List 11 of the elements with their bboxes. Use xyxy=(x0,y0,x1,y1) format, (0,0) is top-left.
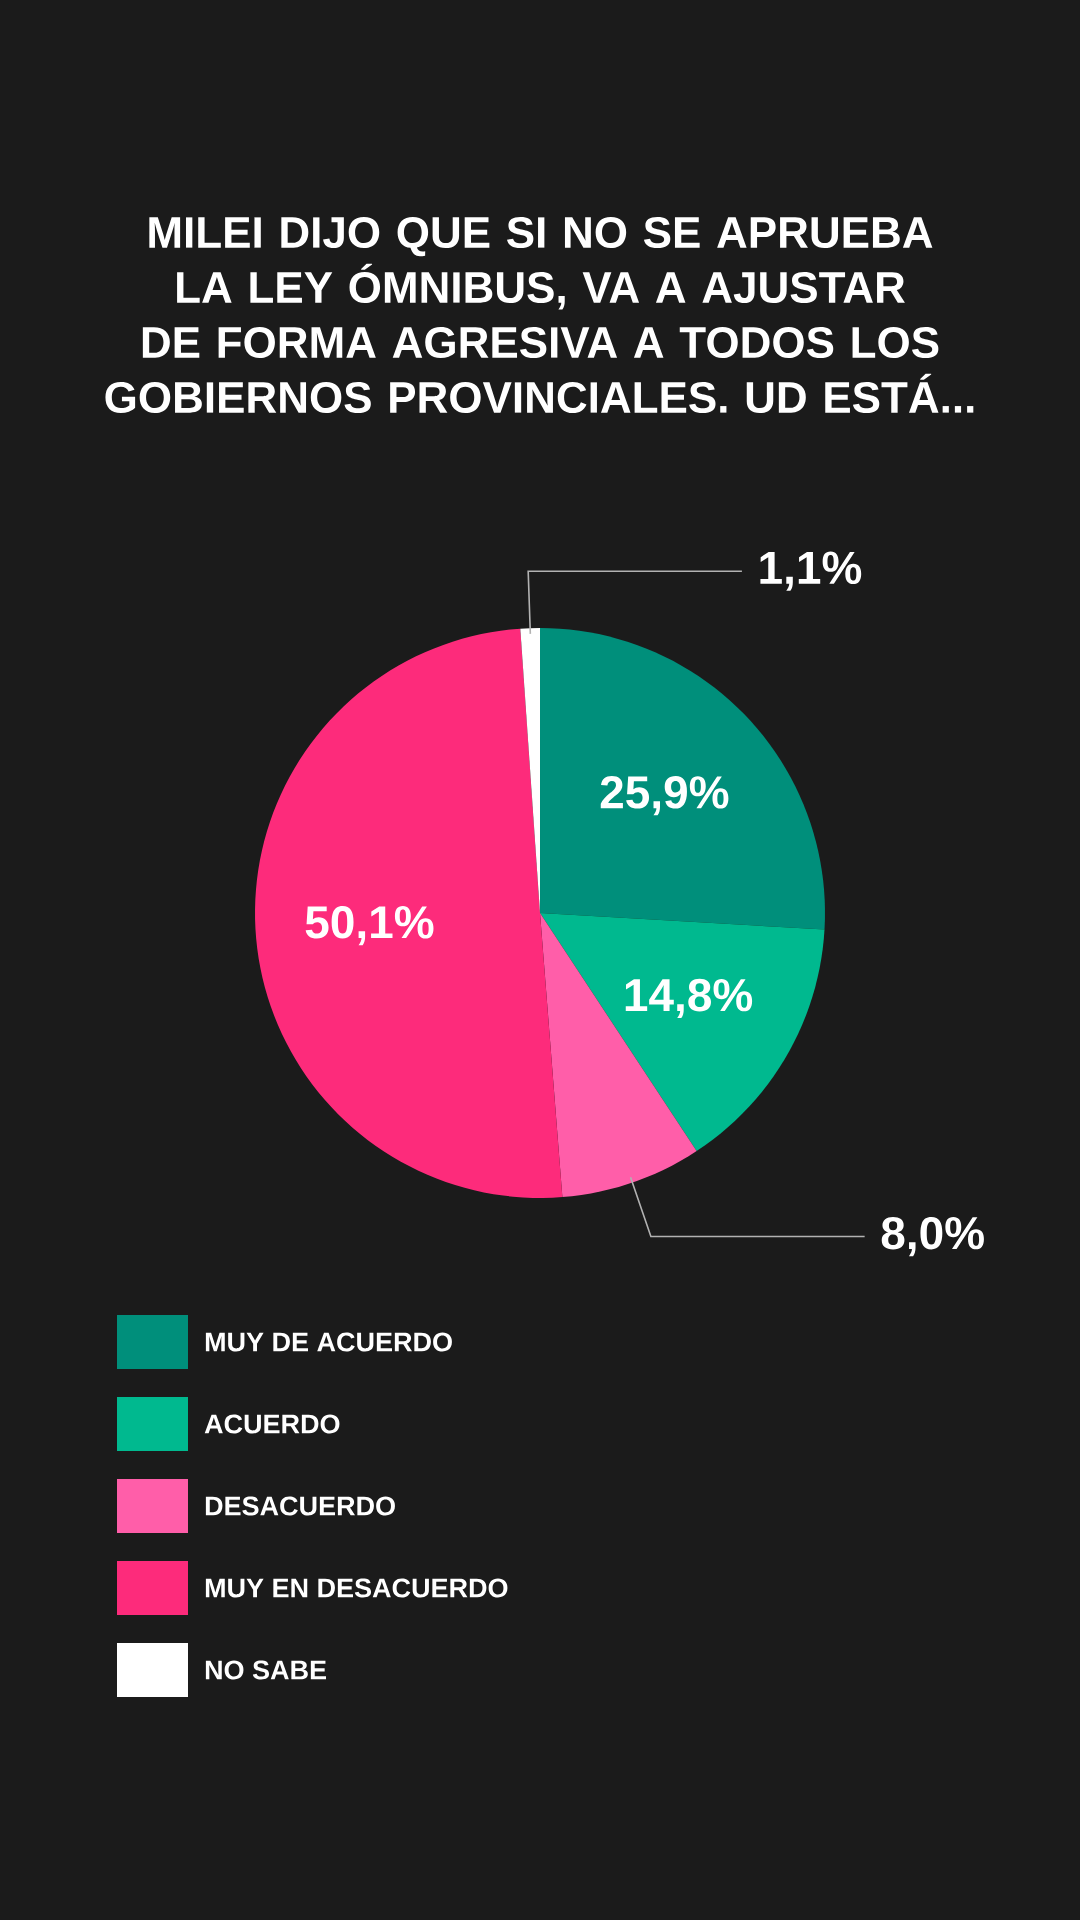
legend-label: DESACUERDO xyxy=(205,1496,395,1516)
data-label: 25,9% xyxy=(600,776,729,816)
legend-label: MUY DE ACUERDO xyxy=(205,1332,452,1352)
legend-label: MUY EN DESACUERDO xyxy=(205,1578,508,1598)
data-label: 8,0% xyxy=(881,1216,984,1257)
chart-title: MILEI DIJO QUE SI NO SE APRUEBA LA LEY ÓMNIBUS, VA A AJUSTAR DE FORMA AGRESIVA A TODOS LOS GOBIERNOS PROVINCIALES. UD ESTÁ... xyxy=(105,216,974,414)
data-label: 14,8% xyxy=(625,978,753,1019)
legend-label: ACUERDO xyxy=(204,1414,340,1434)
data-label: 1,1% xyxy=(760,551,862,591)
data-label: 50,1% xyxy=(305,905,434,946)
legend-label: NO SABE xyxy=(205,1660,327,1680)
